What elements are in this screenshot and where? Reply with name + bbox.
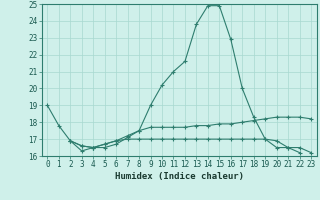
X-axis label: Humidex (Indice chaleur): Humidex (Indice chaleur) — [115, 172, 244, 181]
